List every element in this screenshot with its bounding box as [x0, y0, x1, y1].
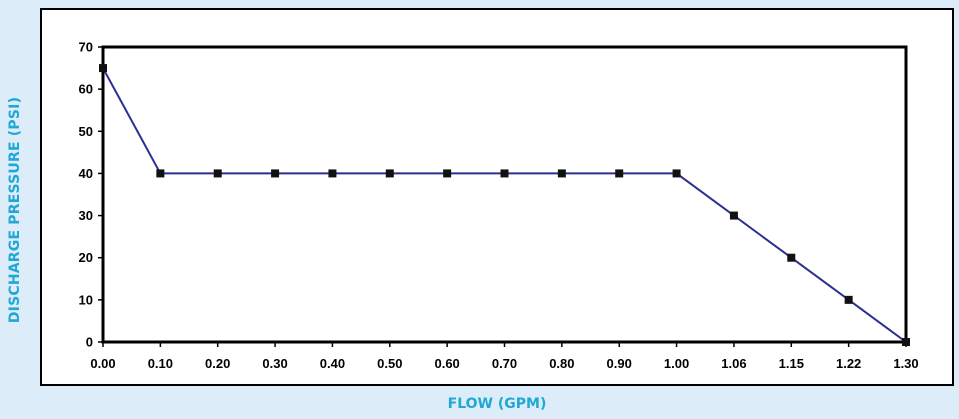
plot-area-border [101, 45, 908, 344]
data-point-marker [213, 169, 222, 178]
x-tick-label: 0.00 [90, 356, 115, 371]
y-tick-label: 30 [79, 208, 93, 223]
data-point-marker [787, 253, 796, 262]
y-tick-label: 10 [79, 292, 93, 307]
x-tick-label: 0.40 [320, 356, 345, 371]
data-point-marker [844, 295, 853, 304]
x-tick-label: 0.10 [148, 356, 173, 371]
data-point-marker [271, 169, 280, 178]
x-tick-label: 1.30 [893, 356, 918, 371]
x-axis-title: FLOW (GPM) [447, 396, 547, 412]
data-point-marker [729, 211, 738, 220]
x-tick-label: 1.00 [664, 356, 689, 371]
x-tick-label: 0.70 [492, 356, 517, 371]
chart-frame [40, 8, 954, 386]
data-point-marker [902, 338, 910, 346]
x-tick-label: 0.20 [205, 356, 230, 371]
x-tick-label: 1.06 [721, 356, 746, 371]
series-line [102, 67, 907, 343]
y-tick-label: 50 [79, 124, 93, 139]
y-tick-label: 20 [79, 250, 93, 265]
data-point-marker [500, 169, 509, 178]
x-tick-label: 0.60 [434, 356, 459, 371]
data-point-marker [156, 169, 165, 178]
data-point-marker [385, 169, 394, 178]
data-point-marker [99, 64, 107, 73]
x-tick-label: 0.50 [377, 356, 402, 371]
y-tick-label: 40 [79, 166, 93, 181]
data-point-marker [328, 169, 337, 178]
x-tick-label: 0.30 [262, 356, 287, 371]
data-point-marker [615, 169, 624, 178]
y-tick-label: 60 [79, 82, 93, 97]
x-tick-label: 0.80 [549, 356, 574, 371]
data-point-marker [672, 169, 681, 178]
y-tick-label: 70 [79, 40, 93, 55]
x-tick-label: 0.90 [607, 356, 632, 371]
data-point-marker [557, 169, 566, 178]
data-point-marker [443, 169, 452, 178]
x-tick-label: 1.22 [836, 356, 861, 371]
y-tick-label: 0 [86, 335, 93, 350]
x-tick-label: 1.15 [779, 356, 804, 371]
